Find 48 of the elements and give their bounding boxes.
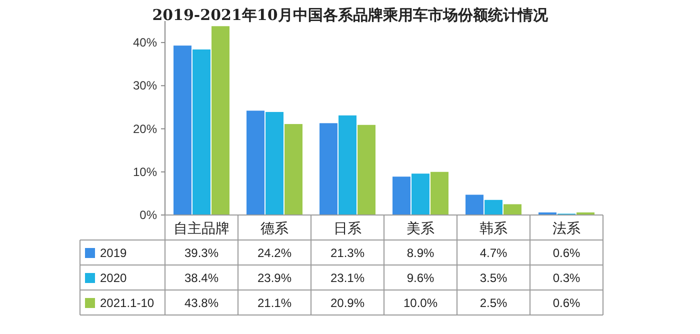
data-label: 21.3% <box>330 246 365 260</box>
data-label: 9.6% <box>406 271 434 285</box>
data-label: 20.9% <box>330 296 365 310</box>
data-label: 23.1% <box>330 271 365 285</box>
x-tick-label: 自主品牌 <box>174 220 230 236</box>
x-tick-label: 韩系 <box>480 220 508 236</box>
x-tick-label: 美系 <box>406 220 434 236</box>
y-tick-label: 40% <box>132 36 158 50</box>
bar <box>212 26 230 215</box>
bar <box>266 112 284 215</box>
bar <box>484 200 502 215</box>
data-label: 39.3% <box>184 246 219 260</box>
legend-label: 2020 <box>100 271 128 285</box>
bar <box>392 176 410 215</box>
x-tick-label: 德系 <box>260 220 288 236</box>
data-label: 4.7% <box>480 246 508 260</box>
data-label: 8.9% <box>406 246 434 260</box>
y-tick-label: 30% <box>132 78 158 93</box>
bar <box>320 123 338 215</box>
data-label: 0.6% <box>552 296 580 310</box>
data-label: 0.6% <box>552 246 580 260</box>
bar <box>246 110 264 215</box>
data-label: 2.5% <box>480 296 508 310</box>
bar <box>174 46 192 215</box>
data-label: 3.5% <box>480 271 508 285</box>
data-label: 23.9% <box>257 271 292 285</box>
y-tick-label: 10% <box>132 164 158 179</box>
data-label: 21.1% <box>257 296 292 310</box>
bar <box>466 194 484 215</box>
y-tick-label: 0% <box>140 208 158 222</box>
bar <box>338 115 356 215</box>
data-label: 0.3% <box>552 271 580 285</box>
data-label: 38.4% <box>184 271 219 285</box>
bar <box>412 174 430 215</box>
bar <box>504 204 522 215</box>
x-tick-label: 法系 <box>552 220 580 236</box>
chart-title: 2019-2021年10月中国各系品牌乘用车市场份额统计情况 <box>152 6 549 24</box>
y-tick-label: 20% <box>132 122 158 136</box>
bar <box>192 49 210 215</box>
bar <box>284 124 302 215</box>
data-label: 43.8% <box>184 296 219 310</box>
x-tick-label: 日系 <box>334 220 362 236</box>
bar <box>358 124 376 215</box>
bar <box>430 172 448 215</box>
data-label: 10.0% <box>403 296 438 310</box>
legend-label: 2019 <box>100 246 128 260</box>
legend-label: 2021.1-10 <box>100 296 154 310</box>
data-label: 24.2% <box>257 246 292 260</box>
